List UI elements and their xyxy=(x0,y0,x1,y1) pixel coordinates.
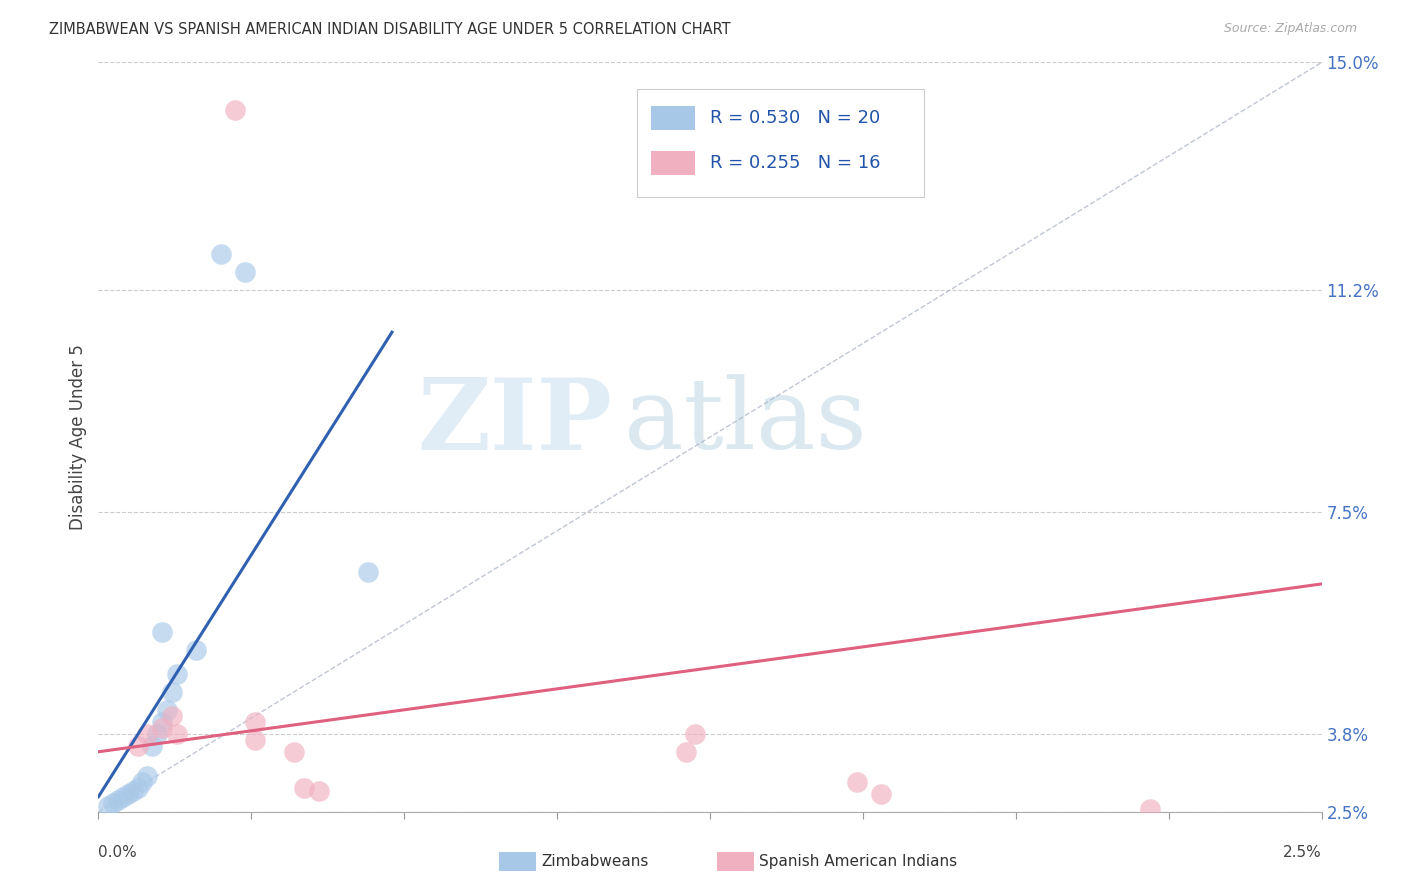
Point xyxy=(243,732,266,747)
Point xyxy=(136,727,159,741)
Point xyxy=(283,745,305,759)
Text: R = 0.530   N = 20: R = 0.530 N = 20 xyxy=(710,109,880,127)
Text: R = 0.255   N = 16: R = 0.255 N = 16 xyxy=(710,153,880,172)
Text: Spanish American Indians: Spanish American Indians xyxy=(759,855,957,869)
Point xyxy=(107,793,129,807)
Point xyxy=(127,780,149,795)
Point xyxy=(675,745,697,759)
Point xyxy=(243,714,266,729)
Point xyxy=(136,769,159,783)
Text: 2.5%: 2.5% xyxy=(1282,845,1322,860)
Text: ZIP: ZIP xyxy=(418,374,612,471)
Point xyxy=(146,727,169,741)
Point xyxy=(160,685,183,699)
Text: ZIMBABWEAN VS SPANISH AMERICAN INDIAN DISABILITY AGE UNDER 5 CORRELATION CHART: ZIMBABWEAN VS SPANISH AMERICAN INDIAN DI… xyxy=(49,22,731,37)
Y-axis label: Disability Age Under 5: Disability Age Under 5 xyxy=(69,344,87,530)
Point xyxy=(141,739,163,753)
Bar xyxy=(651,151,696,175)
Point xyxy=(1139,802,1161,816)
Point xyxy=(160,708,183,723)
FancyBboxPatch shape xyxy=(637,88,924,197)
Bar xyxy=(651,106,696,130)
Point xyxy=(101,796,124,810)
Text: 0.0%: 0.0% xyxy=(98,845,138,860)
Point xyxy=(186,643,208,657)
Point xyxy=(150,714,173,729)
Point xyxy=(121,783,143,797)
Point xyxy=(224,103,246,118)
Point xyxy=(870,787,893,801)
Point xyxy=(356,565,378,579)
Point xyxy=(209,247,232,261)
Point xyxy=(685,727,707,741)
Text: Zimbabweans: Zimbabweans xyxy=(541,855,648,869)
Point xyxy=(233,265,256,279)
Point xyxy=(156,703,179,717)
Text: atlas: atlas xyxy=(624,375,868,470)
Point xyxy=(117,787,139,801)
Point xyxy=(166,727,188,741)
Point xyxy=(292,780,315,795)
Point xyxy=(308,783,330,797)
Point xyxy=(111,789,134,804)
Point xyxy=(845,774,868,789)
Point xyxy=(166,666,188,681)
Point xyxy=(127,739,149,753)
Point xyxy=(131,774,153,789)
Point xyxy=(97,798,120,813)
Point xyxy=(150,721,173,735)
Point xyxy=(150,624,173,639)
Text: Source: ZipAtlas.com: Source: ZipAtlas.com xyxy=(1223,22,1357,36)
